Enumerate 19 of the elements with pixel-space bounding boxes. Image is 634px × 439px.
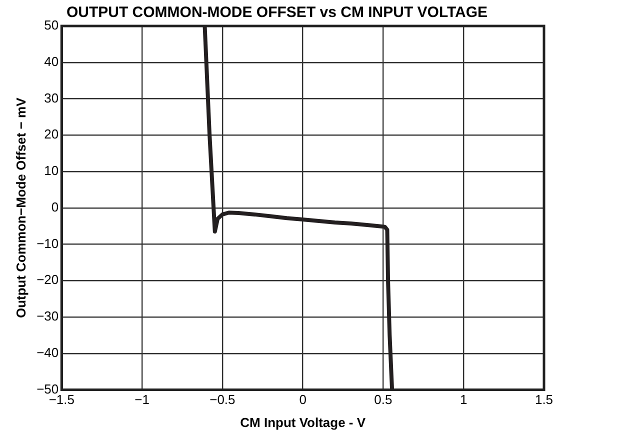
y-tick-label: 10 xyxy=(44,163,59,178)
y-tick-label: 50 xyxy=(44,18,59,33)
y-axis-title: Output Common−Mode Offset − mV xyxy=(13,97,28,318)
y-tick-label: −40 xyxy=(36,345,59,360)
y-tick-label: 0 xyxy=(51,199,59,214)
chart-title: OUTPUT COMMON-MODE OFFSET vs CM INPUT VOLTAGE xyxy=(66,4,488,22)
x-tick-label: −0.5 xyxy=(210,392,236,408)
y-tick-label: −20 xyxy=(36,272,59,288)
y-tick-label: −10 xyxy=(36,236,59,251)
y-tick-label: 20 xyxy=(44,126,59,142)
x-tick-label: 1 xyxy=(460,392,468,408)
x-tick-label: −1 xyxy=(134,392,150,408)
y-tick-label: 30 xyxy=(44,90,59,106)
y-tick-label: 40 xyxy=(44,54,59,69)
x-tick-label: 0 xyxy=(299,392,306,408)
y-tick-label: −30 xyxy=(36,308,59,324)
x-axis-title: CM Input Voltage - V xyxy=(240,414,366,430)
x-tick-label: 0.5 xyxy=(374,392,392,408)
x-tick-label: 1.5 xyxy=(534,392,554,408)
